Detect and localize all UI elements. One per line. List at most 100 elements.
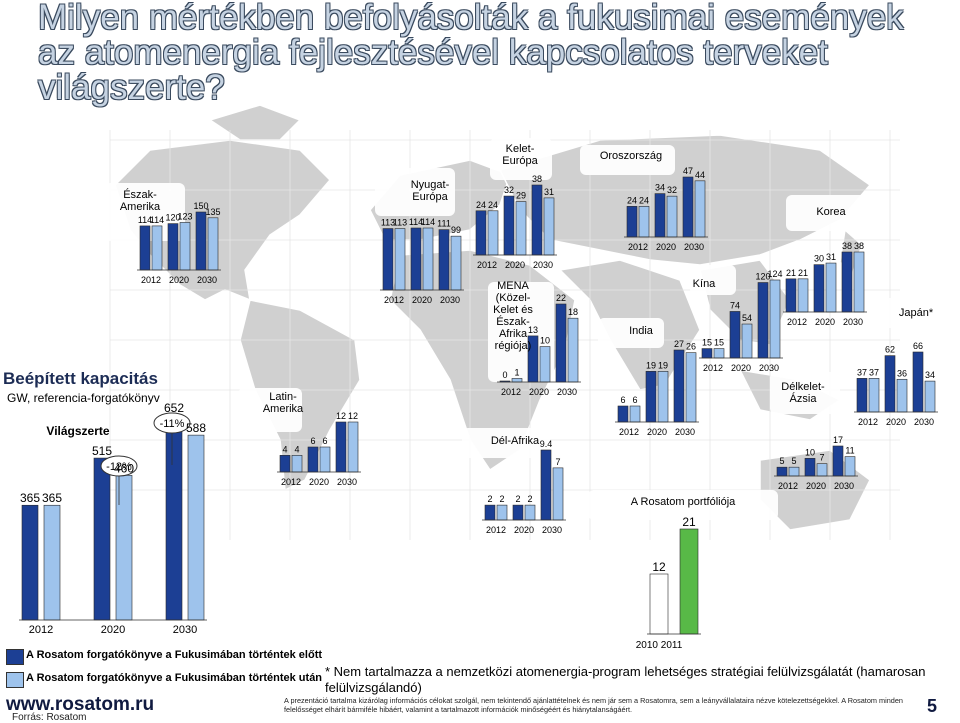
data-label: 120 bbox=[165, 213, 180, 223]
data-label: 135 bbox=[205, 207, 220, 217]
label-box bbox=[786, 195, 874, 231]
data-label: 6 bbox=[632, 395, 637, 405]
bar-korea bbox=[825, 262, 837, 313]
tick-label: 2020 bbox=[647, 427, 667, 437]
bar-észak-amerika bbox=[139, 225, 151, 271]
land-shape bbox=[208, 104, 302, 141]
bar-oroszország bbox=[626, 206, 638, 238]
bar-délkelet-ázsia bbox=[816, 463, 828, 477]
label-box bbox=[690, 265, 736, 295]
data-label: 99 bbox=[451, 225, 461, 235]
data-label: 11 bbox=[845, 446, 854, 456]
data-label: 114 bbox=[150, 215, 164, 225]
data-label: 31 bbox=[544, 187, 554, 197]
bar-a-rosatom-portfóliója bbox=[649, 573, 669, 635]
data-label: 37 bbox=[869, 367, 879, 377]
data-label: 113 bbox=[393, 218, 407, 228]
label-box bbox=[876, 298, 956, 328]
annotation-label: -11% bbox=[160, 418, 185, 430]
data-label: 123 bbox=[177, 211, 192, 221]
bar-charts bbox=[19, 176, 938, 635]
bar-kelet-európa bbox=[475, 210, 487, 256]
tick-label: 2012 bbox=[141, 275, 161, 285]
bar-latin-amerika bbox=[279, 455, 291, 473]
bar-mena-közel-kelet-és-észak-afrika-régiója- bbox=[567, 317, 579, 383]
data-label: 38 bbox=[842, 241, 852, 251]
bar-japán- bbox=[856, 378, 868, 413]
data-label: 365 bbox=[42, 491, 62, 505]
data-label: 7 bbox=[819, 453, 824, 463]
tick-label: 2030 bbox=[834, 481, 854, 491]
label-box bbox=[490, 138, 552, 180]
bar-dél-afrika bbox=[524, 504, 536, 521]
tick-label: 2030 bbox=[914, 417, 934, 427]
bar-india bbox=[685, 352, 697, 423]
data-label: 31 bbox=[826, 252, 836, 262]
region-title: Latin-Amerika bbox=[263, 391, 304, 415]
label-box bbox=[770, 372, 840, 414]
tick-label: 2020 bbox=[886, 417, 906, 427]
tick-label: 2012 bbox=[29, 624, 53, 636]
data-label: 6 bbox=[322, 436, 327, 446]
tick-label: 2030 bbox=[557, 387, 577, 397]
bar-latin-amerika bbox=[291, 455, 303, 473]
bar-nyugat-európa bbox=[422, 227, 434, 291]
bar-a-rosatom-portfóliója bbox=[679, 528, 699, 635]
data-label: 2 bbox=[527, 494, 532, 504]
data-label: 66 bbox=[913, 341, 923, 351]
tick-label: 2012 bbox=[486, 525, 506, 535]
bar-latin-amerika bbox=[347, 421, 359, 473]
data-label: 32 bbox=[667, 185, 677, 195]
label-box bbox=[462, 428, 550, 458]
side-heading: Beépített kapacitás bbox=[3, 369, 158, 388]
annotation-label: -12% bbox=[106, 461, 132, 473]
data-label: 18 bbox=[568, 307, 578, 317]
data-label: 10 bbox=[540, 336, 550, 346]
region-title: Korea bbox=[816, 206, 846, 218]
tick-label: 2010 2011 bbox=[636, 640, 683, 651]
bar-kelet-európa bbox=[503, 195, 515, 256]
bar-oroszország bbox=[638, 206, 650, 238]
bar-észak-amerika bbox=[151, 225, 163, 271]
bar-világszerte bbox=[21, 504, 39, 621]
bar-japán- bbox=[912, 351, 924, 413]
tick-label: 2030 bbox=[843, 317, 863, 327]
bar-nyugat-európa bbox=[394, 228, 406, 291]
bar-korea bbox=[813, 264, 825, 313]
data-label: 21 bbox=[786, 268, 796, 278]
tick-label: 2012 bbox=[787, 317, 807, 327]
data-label: 113 bbox=[381, 218, 395, 228]
bar-kína bbox=[757, 282, 769, 359]
data-label: 36 bbox=[897, 368, 907, 378]
legend-swatch-after bbox=[6, 672, 24, 688]
bar-kelet-európa bbox=[515, 201, 527, 256]
data-label: 4 bbox=[294, 444, 299, 454]
region-title: Kelet-Európa bbox=[502, 143, 538, 167]
bar-dél-afrika bbox=[484, 504, 496, 521]
website-link[interactable]: www.rosatom.ru bbox=[6, 694, 155, 715]
tick-label: 2020 bbox=[505, 260, 525, 270]
label-box bbox=[238, 388, 302, 432]
data-label: 21 bbox=[798, 268, 808, 278]
data-label: 12 bbox=[336, 411, 346, 421]
tick-label: 2020 bbox=[514, 525, 534, 535]
bar-kelet-európa bbox=[543, 197, 555, 256]
data-label: 5 bbox=[779, 456, 784, 466]
bar-mena-közel-kelet-és-észak-afrika-régiója- bbox=[511, 378, 523, 383]
data-label: 74 bbox=[730, 300, 740, 310]
region-title: MENA (Közel-Kelet és Észak-Afrika régiója) bbox=[493, 280, 533, 352]
data-label: 652 bbox=[164, 401, 184, 415]
data-label: 21 bbox=[682, 515, 696, 529]
bar-japán- bbox=[884, 355, 896, 413]
data-label: 365 bbox=[20, 491, 40, 505]
bar-észak-amerika bbox=[207, 217, 219, 271]
bar-mena-közel-kelet-és-észak-afrika-régiója- bbox=[555, 303, 567, 383]
bar-oroszország bbox=[654, 193, 666, 238]
region-title: Világszerte bbox=[46, 424, 109, 438]
bar-india bbox=[617, 405, 629, 423]
region-title: Délkelet-Ázsia bbox=[781, 381, 825, 405]
data-label: 37 bbox=[857, 367, 867, 377]
tick-label: 2030 bbox=[173, 624, 197, 636]
data-label: 6 bbox=[310, 436, 315, 446]
